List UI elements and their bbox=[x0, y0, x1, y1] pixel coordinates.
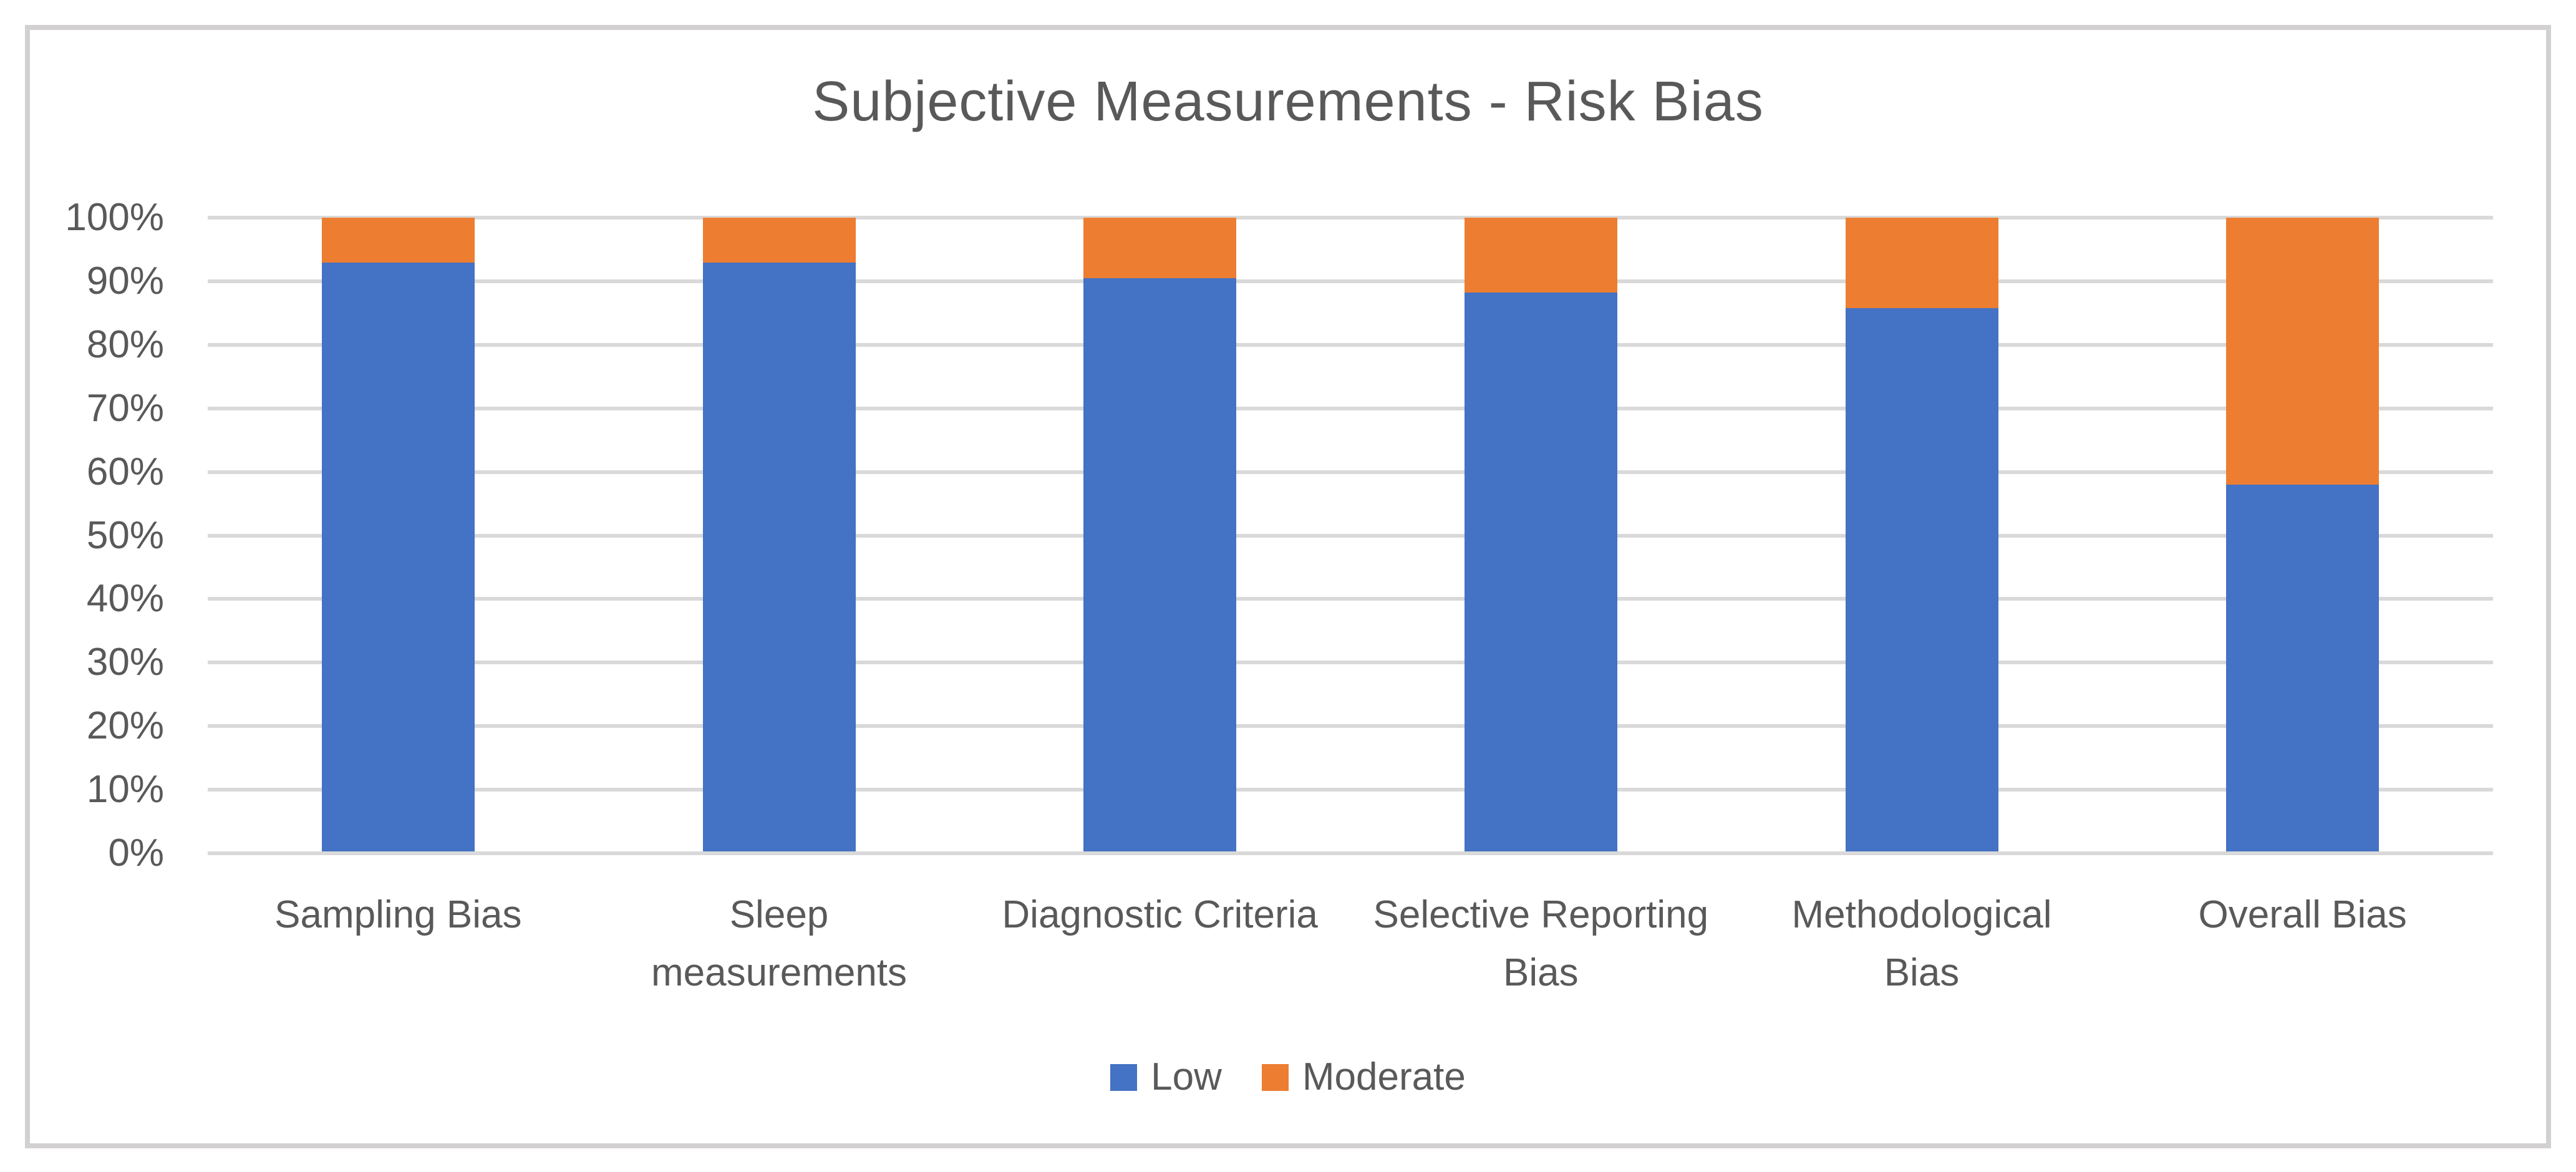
x-category-label: Diagnostic Criteria bbox=[1002, 893, 1318, 936]
y-tick-label: 30% bbox=[86, 641, 164, 684]
bar-segment-low-1 bbox=[321, 263, 475, 851]
bar-segment-moderate-5 bbox=[1845, 218, 1998, 308]
gridline bbox=[208, 533, 2493, 538]
legend-swatch-moderate bbox=[1261, 1063, 1289, 1091]
x-category-label: Selective Reporting Bias bbox=[1373, 893, 1709, 994]
bar-segment-moderate-3 bbox=[1083, 218, 1237, 278]
bar-segment-low-2 bbox=[702, 263, 856, 851]
gridline bbox=[208, 470, 2493, 474]
bar-segment-moderate-4 bbox=[1464, 218, 1617, 293]
y-tick-label: 50% bbox=[86, 513, 164, 557]
gridline bbox=[208, 216, 2493, 220]
gridline bbox=[208, 724, 2493, 729]
legend-label-moderate: Moderate bbox=[1302, 1055, 1466, 1098]
bar-segment-low-4 bbox=[1464, 293, 1617, 851]
legend-label-low: Low bbox=[1151, 1055, 1222, 1098]
gridline bbox=[208, 661, 2493, 665]
y-tick-label: 90% bbox=[86, 259, 164, 303]
gridline bbox=[208, 342, 2493, 347]
bar-segment-moderate-6 bbox=[2226, 218, 2380, 485]
x-axis-labels: Sampling Bias Sleep measurements Diagnosti… bbox=[208, 886, 2493, 1048]
x-category-label: Methodological Bias bbox=[1791, 893, 2052, 994]
chart-title: Subjective Measurements - Risk Bias bbox=[812, 70, 1764, 133]
y-tick-label: 70% bbox=[86, 386, 164, 430]
gridline bbox=[208, 279, 2493, 283]
bar-segment-low-5 bbox=[1845, 308, 1998, 851]
y-tick-label: 40% bbox=[86, 577, 164, 621]
y-tick-label: 100% bbox=[65, 196, 164, 239]
y-tick-label: 80% bbox=[86, 322, 164, 366]
x-category-label: Overall Bias bbox=[2198, 893, 2407, 936]
legend: Low Moderate bbox=[0, 1055, 2576, 1099]
gridline bbox=[208, 406, 2493, 410]
gridline bbox=[208, 597, 2493, 601]
y-tick-label: 0% bbox=[108, 831, 164, 874]
bar-segment-low-6 bbox=[2226, 484, 2380, 851]
bar-segment-low-3 bbox=[1083, 278, 1237, 851]
bar-segment-moderate-1 bbox=[321, 218, 475, 263]
y-tick-label: 60% bbox=[86, 450, 164, 493]
legend-swatch-low bbox=[1110, 1063, 1138, 1091]
y-tick-label: 20% bbox=[86, 704, 164, 748]
x-category-label: Sampling Bias bbox=[274, 893, 522, 936]
y-tick-label: 10% bbox=[86, 768, 164, 811]
plot-area bbox=[208, 216, 2493, 855]
legend-entry-low: Low bbox=[1110, 1058, 1222, 1097]
x-category-label: Sleep measurements bbox=[651, 893, 908, 994]
x-axis-line bbox=[208, 851, 2493, 855]
gridline bbox=[208, 788, 2493, 792]
bar-segment-moderate-2 bbox=[702, 218, 856, 263]
legend-entry-moderate: Moderate bbox=[1261, 1055, 1466, 1098]
